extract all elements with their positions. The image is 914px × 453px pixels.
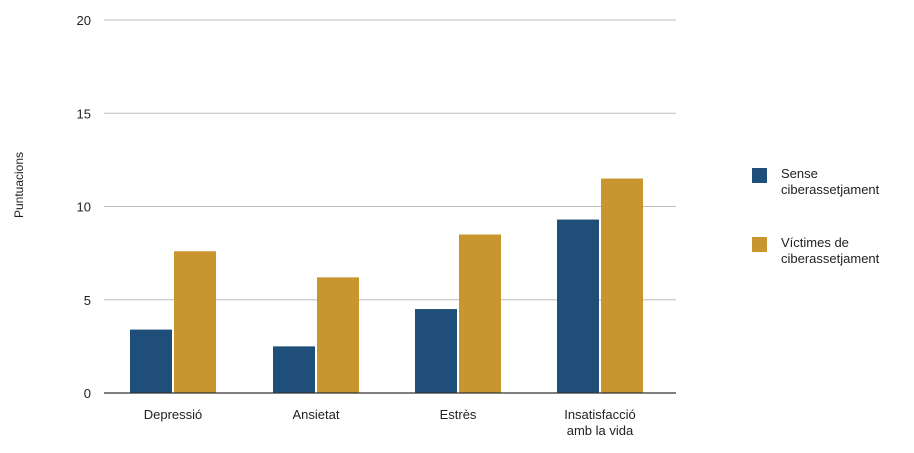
bar-series1-cat1 <box>130 329 172 393</box>
y-tick-label-0: 0 <box>84 386 91 401</box>
axes: 0 5 10 15 20 Depressió Ansietat Estrès Insatisfa… <box>77 13 676 438</box>
legend-label-1: Sense ciberassetjament <box>781 166 880 197</box>
y-tick-label-15: 15 <box>77 106 91 121</box>
y-tick-label-5: 5 <box>84 293 91 308</box>
y-axis-title: Puntuacions <box>12 152 26 218</box>
x-tick-label-2: Ansietat <box>293 407 340 422</box>
legend: Sense ciberassetjament Víctimes de ciberass… <box>752 166 880 266</box>
bar-series2-cat4 <box>601 178 643 393</box>
x-tick-label-3: Estrès <box>440 407 477 422</box>
bar-series2-cat1 <box>174 251 216 393</box>
x-tick-label-4: Insatisfacció amb la vida <box>564 407 636 438</box>
legend-swatch-2 <box>752 237 767 252</box>
bars <box>130 178 643 393</box>
bar-series1-cat2 <box>273 346 315 393</box>
bar-series1-cat4 <box>557 219 599 393</box>
legend-swatch-1 <box>752 168 767 183</box>
y-tick-label-10: 10 <box>77 200 91 215</box>
y-tick-label-20: 20 <box>77 13 91 28</box>
x-tick-label-1: Depressió <box>144 407 203 422</box>
legend-label-2: Víctimes de ciberassetjament <box>781 235 880 266</box>
bar-series1-cat3 <box>415 309 457 393</box>
bar-series2-cat3 <box>459 234 501 393</box>
bar-series2-cat2 <box>317 277 359 393</box>
